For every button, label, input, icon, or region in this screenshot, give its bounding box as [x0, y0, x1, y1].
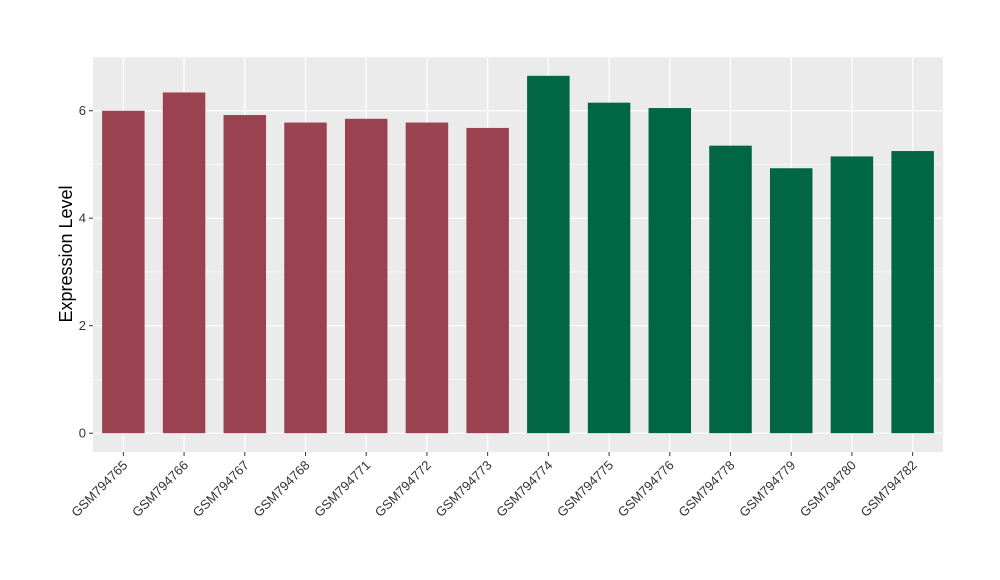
x-tick-label: GSM794776: [615, 458, 677, 520]
x-tick-label: GSM794767: [190, 458, 252, 520]
bar-GSM794779: [769, 168, 813, 434]
x-tick-label: GSM794766: [129, 458, 191, 520]
y-axis: 0 2 4 6: [79, 103, 93, 441]
bar-GSM794774: [527, 75, 570, 434]
y-tick-label: 6: [79, 103, 86, 118]
plot-panel: [93, 57, 943, 452]
x-tick-label: GSM794775: [554, 458, 616, 520]
x-axis: GSM794765GSM794766GSM794767GSM794768GSM7…: [68, 452, 920, 520]
x-tick-label: GSM794779: [736, 458, 798, 520]
bar-GSM794767: [223, 115, 267, 434]
bar-GSM794768: [284, 122, 327, 434]
x-tick-label: GSM794765: [68, 458, 130, 520]
y-tick-label: 4: [79, 211, 86, 226]
x-tick-label: GSM794772: [372, 458, 434, 520]
bar-GSM794782: [891, 151, 934, 434]
bar-GSM794771: [344, 118, 388, 434]
bar-GSM794773: [466, 127, 509, 434]
bar-GSM794775: [587, 102, 631, 434]
x-tick-label: GSM794773: [433, 458, 495, 520]
bar-GSM794780: [830, 156, 874, 434]
bar-GSM794772: [405, 122, 449, 434]
x-tick-label: GSM794774: [493, 458, 555, 520]
y-tick-label: 2: [79, 318, 86, 333]
bar-GSM794765: [102, 110, 145, 434]
x-tick-label: GSM794782: [858, 458, 920, 520]
x-tick-label: GSM794768: [250, 458, 312, 520]
x-tick-label: GSM794771: [311, 458, 373, 520]
bar-GSM794778: [709, 145, 752, 434]
y-axis-title: Expression Level: [56, 185, 76, 322]
bar-GSM794766: [162, 92, 206, 434]
y-tick-label: 0: [79, 426, 86, 441]
bars: [102, 75, 934, 434]
bar-GSM794776: [648, 108, 692, 434]
x-tick-label: GSM794780: [797, 458, 859, 520]
x-tick-label: GSM794778: [675, 458, 737, 520]
